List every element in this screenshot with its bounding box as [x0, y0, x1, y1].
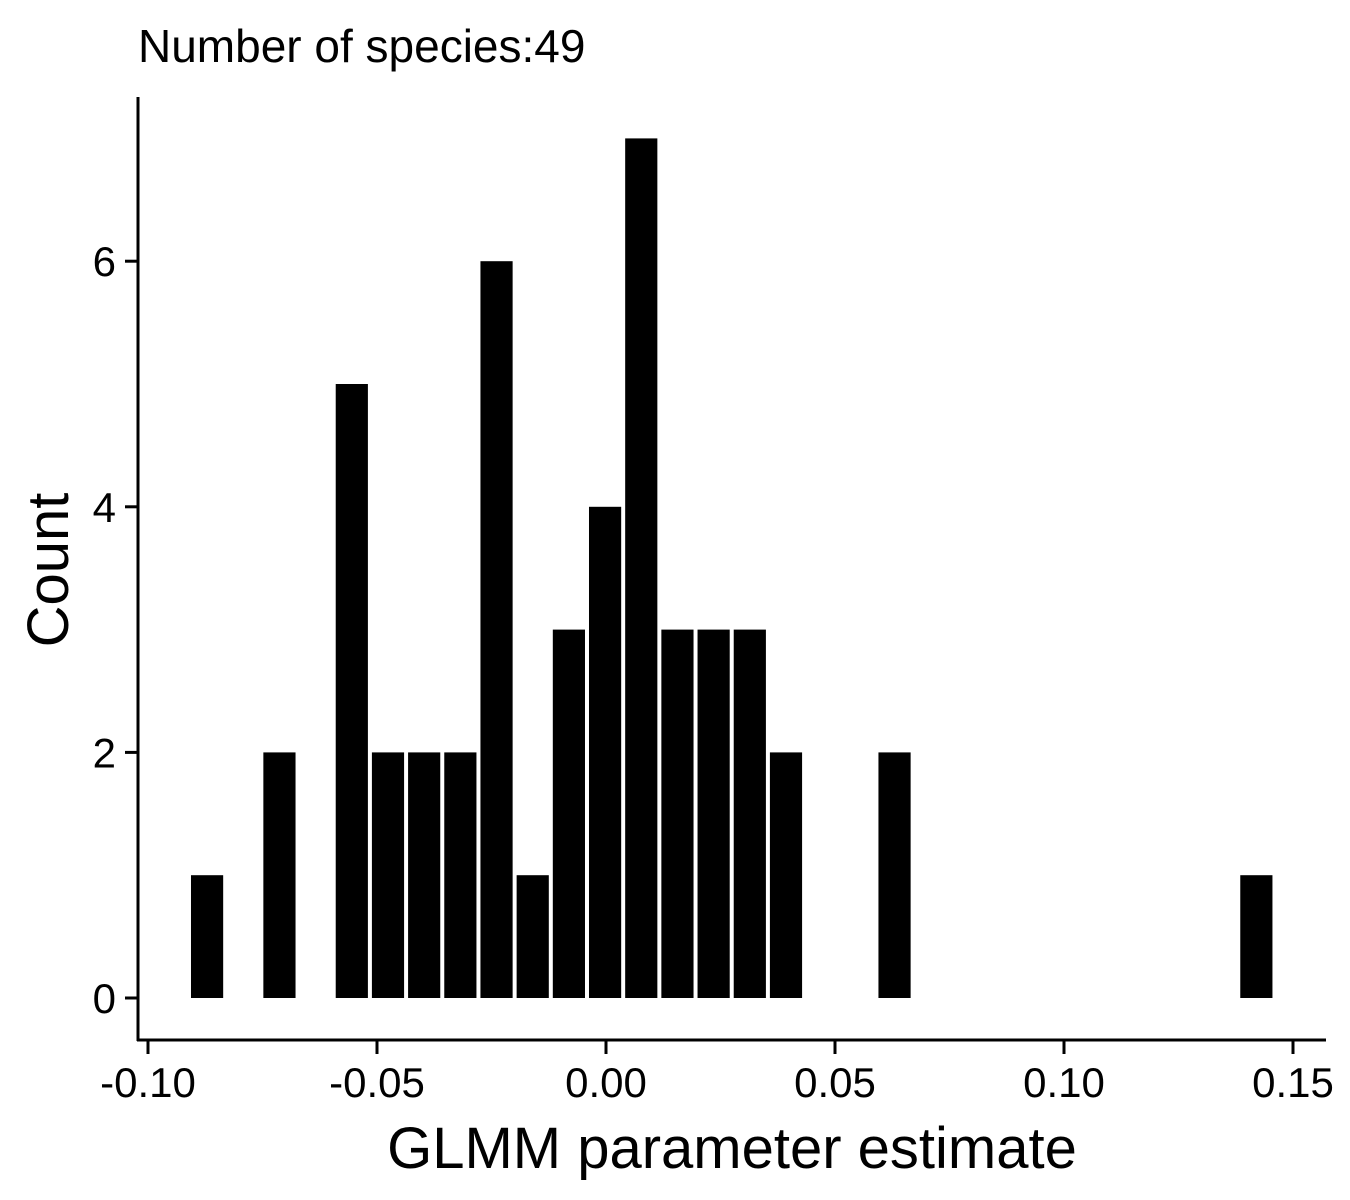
- y-tick-label: 4: [93, 484, 116, 531]
- histogram-bar: [1240, 875, 1273, 998]
- axes-group: [136, 97, 1326, 1042]
- histogram-bar: [552, 629, 585, 998]
- histogram-bar: [480, 261, 513, 998]
- histogram-bar: [516, 875, 549, 998]
- bars-group: [190, 138, 1273, 998]
- histogram-bar: [335, 384, 368, 998]
- histogram-bar: [661, 629, 694, 998]
- y-tick-label: 0: [93, 975, 116, 1022]
- x-ticks-group: -0.10 -0.05 0.00 0.05 0.10 0.15: [100, 1041, 1334, 1106]
- histogram-bar: [733, 629, 766, 998]
- histogram-bar: [371, 752, 405, 998]
- x-tick-label: 0.05: [794, 1059, 876, 1106]
- histogram-bar: [625, 138, 658, 998]
- x-tick-label: 0.15: [1252, 1059, 1334, 1106]
- histogram-bar: [878, 752, 911, 998]
- histogram-bar: [444, 752, 477, 998]
- histogram-bar: [588, 506, 622, 998]
- histogram-bar: [190, 875, 224, 998]
- x-axis-title: GLMM parameter estimate: [387, 1116, 1077, 1181]
- x-tick-label: 0.00: [565, 1059, 647, 1106]
- y-ticks-group: 0 2 4 6: [93, 238, 138, 1022]
- y-axis-title: Count: [16, 493, 81, 648]
- x-tick-label: 0.10: [1023, 1059, 1105, 1106]
- x-tick-label: -0.05: [329, 1059, 425, 1106]
- histogram-bar: [697, 629, 730, 998]
- y-tick-label: 6: [93, 238, 116, 285]
- x-tick-label: -0.10: [100, 1059, 196, 1106]
- histogram-bar: [769, 752, 803, 998]
- histogram-bar: [408, 752, 441, 998]
- histogram-bar: [263, 752, 296, 998]
- chart-title: Number of species:49: [138, 20, 585, 72]
- y-tick-label: 2: [93, 729, 116, 776]
